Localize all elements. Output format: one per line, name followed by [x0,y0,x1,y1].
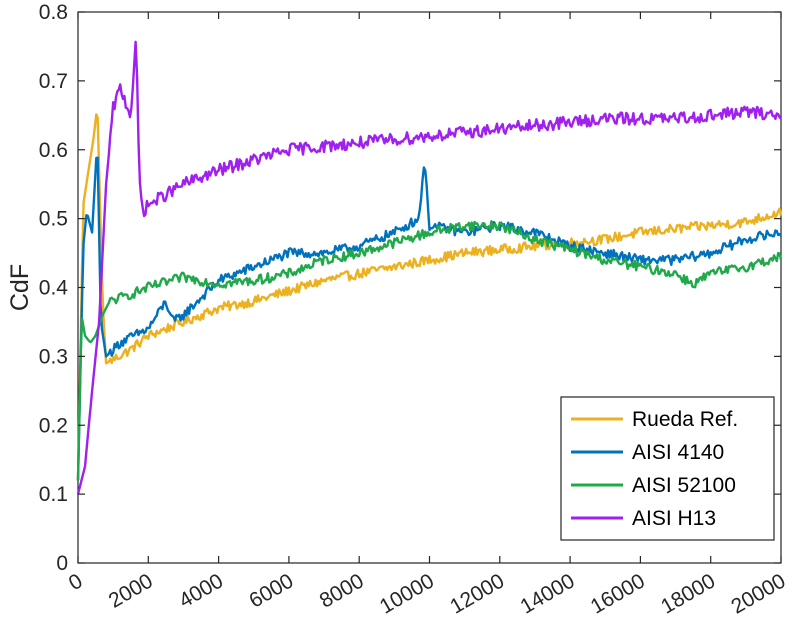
series-line-2 [76,156,782,481]
x-tick-label: 4000 [175,569,227,612]
y-tick-label: 0.3 [39,345,68,368]
x-tick-label: 6000 [245,569,297,612]
legend: Rueda Ref. AISI 4140 AISI 52100 AISI H13 [560,396,775,541]
legend-label: AISI H13 [632,507,716,530]
series-line-1 [76,113,783,481]
y-tick-label: 0.8 [39,1,68,24]
legend-label: Rueda Ref. [632,408,738,431]
x-tick-label: 14000 [517,569,579,618]
x-tick-label: 8000 [316,569,368,612]
y-tick-label: 0.4 [39,277,69,300]
y-tick-label: 0.1 [39,483,68,506]
x-tick-label: 18000 [657,569,719,618]
y-tick-label: 0.5 [39,208,68,231]
x-tick-label: 20000 [727,569,789,618]
legend-label: AISI 52100 [632,474,736,497]
series-line-3 [76,220,783,481]
x-tick-label: 16000 [587,569,649,618]
legend-label: AISI 4140 [632,441,724,464]
x-tick-label: 2000 [105,569,157,612]
y-tick-label: 0.7 [39,70,68,93]
x-tick-label: 12000 [446,569,508,618]
x-tick-label: 0 [65,569,87,595]
y-tick-label: 0 [56,552,68,575]
y-axis-label: CdF [6,264,34,311]
legend-box [560,396,775,541]
series-layer [76,40,783,495]
x-tick-label: 10000 [376,569,438,618]
y-tick-label: 0.2 [39,414,68,437]
y-tick-label: 0.6 [39,139,68,162]
series-line-4 [76,40,782,495]
